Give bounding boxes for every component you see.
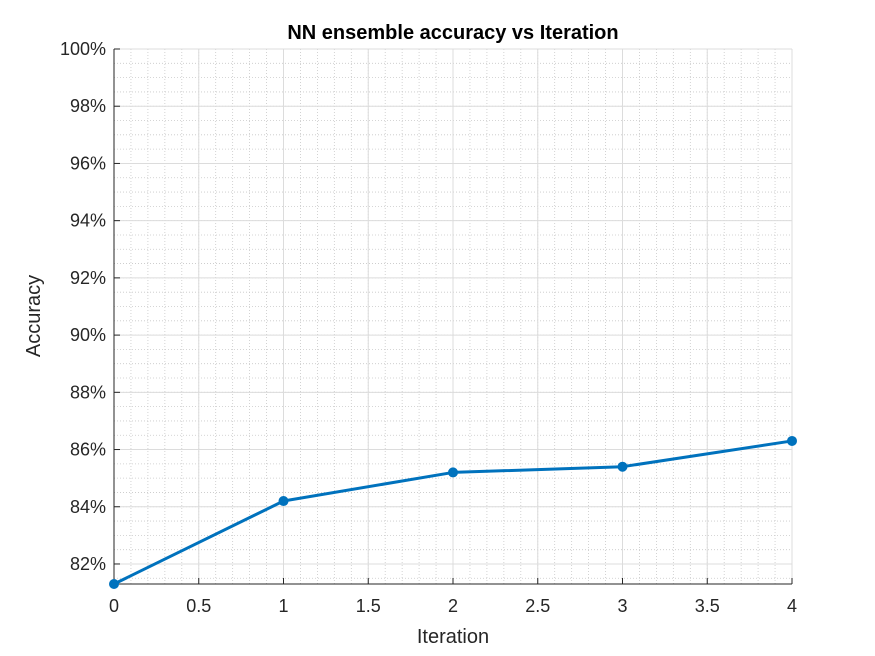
- y-tick-label: 98%: [70, 96, 106, 116]
- y-tick-label: 94%: [70, 211, 106, 231]
- y-tick-label: 96%: [70, 153, 106, 173]
- y-tick-label: 88%: [70, 382, 106, 402]
- x-tick-label: 2: [448, 596, 458, 616]
- y-tick-label: 92%: [70, 268, 106, 288]
- y-tick-label: 90%: [70, 325, 106, 345]
- x-tick-label: 1: [278, 596, 288, 616]
- grid: [113, 48, 793, 584]
- x-tick-label: 0.5: [186, 596, 211, 616]
- x-tick-label: 3.5: [695, 596, 720, 616]
- x-tick-label: 4: [787, 596, 797, 616]
- data-point: [787, 435, 797, 446]
- series-layer: [109, 435, 797, 589]
- y-tick-label: 86%: [70, 440, 106, 460]
- x-tick-label: 2.5: [525, 596, 550, 616]
- data-point: [278, 496, 289, 507]
- x-tick-label: 0: [109, 596, 119, 616]
- y-axis-label: Accuracy: [23, 275, 45, 357]
- x-axis-label: Iteration: [417, 626, 489, 648]
- x-tick-label: 1.5: [356, 596, 381, 616]
- chart-title: NN ensemble accuracy vs Iteration: [287, 22, 618, 44]
- data-point: [109, 579, 119, 589]
- y-tick-label: 82%: [70, 554, 106, 574]
- y-tick-label: 84%: [70, 497, 106, 517]
- y-tick-label: 100%: [60, 39, 106, 59]
- data-point: [448, 467, 458, 478]
- data-point: [617, 461, 628, 472]
- x-tick-label: 3: [617, 596, 627, 616]
- tick-labels: 0 0.5 1 1.5 2 2.5 3 3.5 4 82% 84% 86% 88% 90% 92% 94% 96…: [60, 39, 797, 616]
